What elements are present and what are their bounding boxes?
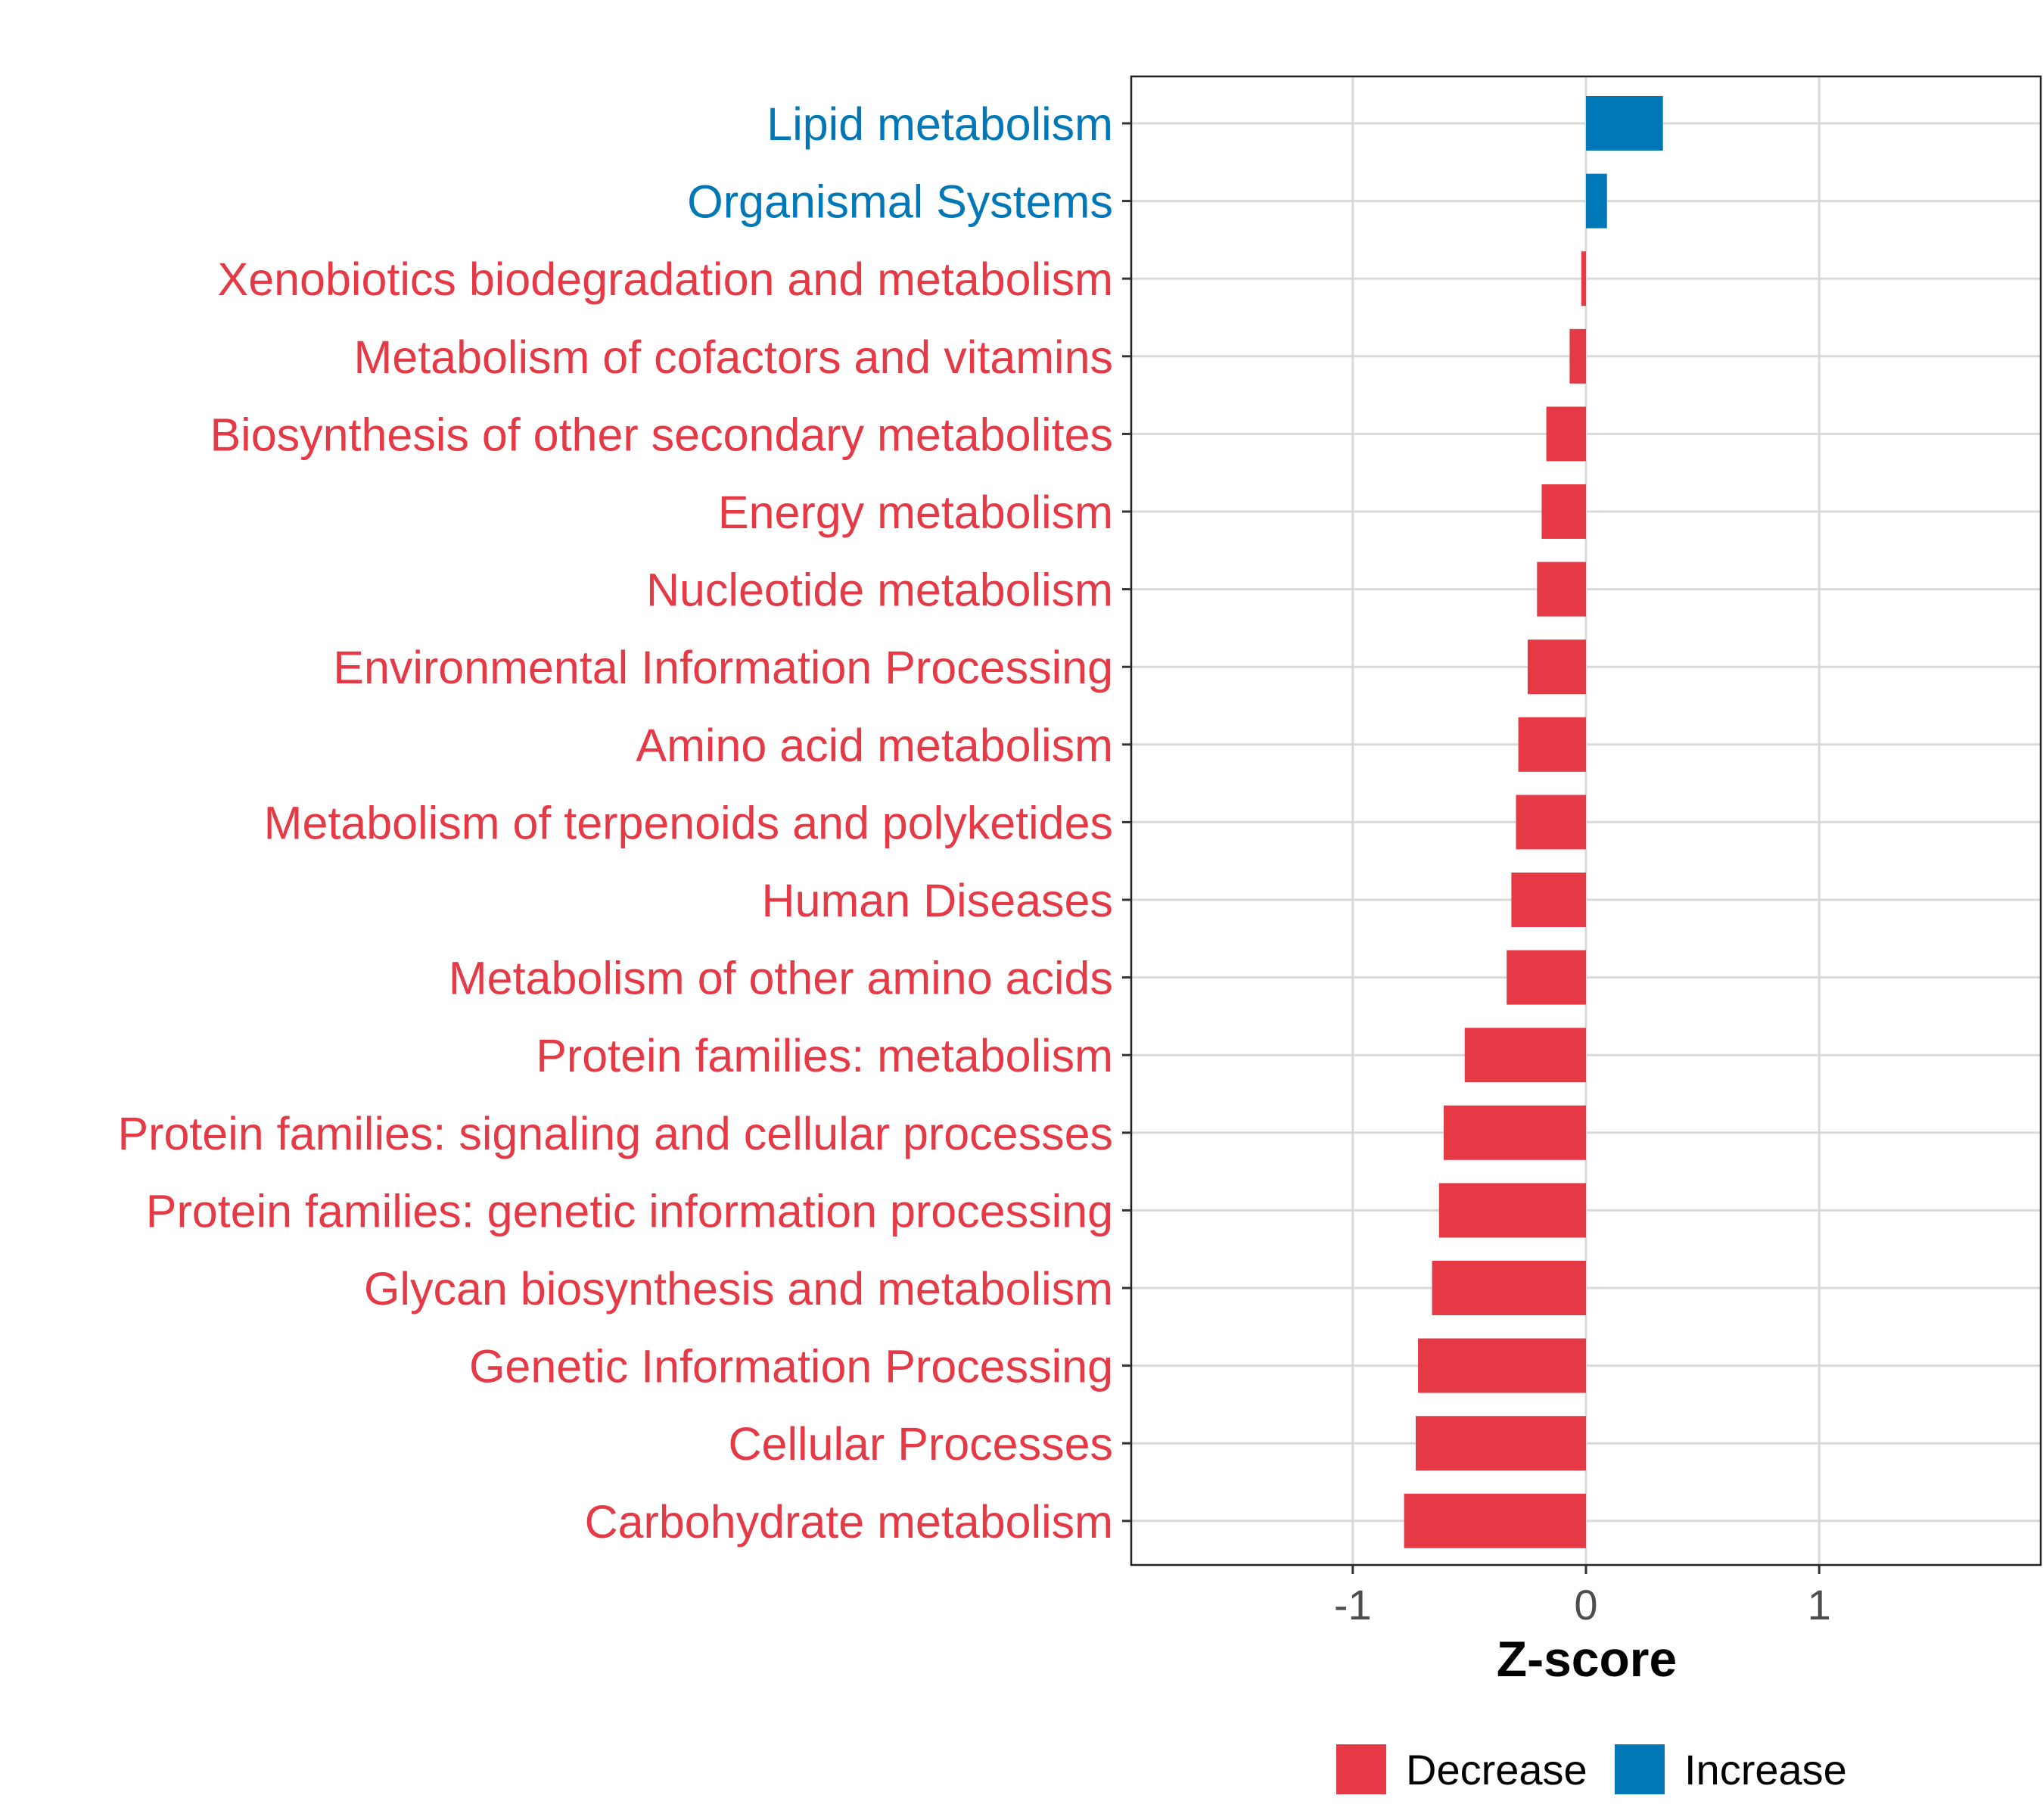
bar <box>1443 1105 1586 1160</box>
y-tick-label: Protein families: metabolism <box>536 1030 1113 1081</box>
y-tick-label: Xenobiotics biodegradation and metabolis… <box>218 254 1113 305</box>
bar <box>1432 1261 1586 1315</box>
bar <box>1507 950 1586 1005</box>
bar <box>1586 96 1663 151</box>
legend-key-increase <box>1615 1744 1665 1794</box>
x-tick-label: -1 <box>1334 1581 1372 1629</box>
y-tick-label: Lipid metabolism <box>767 98 1113 150</box>
legend-label-increase: Increase <box>1684 1746 1847 1794</box>
bar <box>1541 484 1586 539</box>
bar <box>1569 328 1586 384</box>
y-tick-label: Biosynthesis of other secondary metaboli… <box>210 409 1113 460</box>
bar <box>1418 1338 1586 1393</box>
y-tick-label: Nucleotide metabolism <box>646 565 1113 616</box>
bar <box>1527 639 1586 695</box>
bar <box>1464 1028 1586 1083</box>
y-tick-label: Glycan biosynthesis and metabolism <box>364 1263 1113 1314</box>
legend: Decrease Increase <box>1336 1744 1847 1794</box>
legend-label-decrease: Decrease <box>1406 1746 1587 1794</box>
x-axis-title: Z-score <box>1497 1631 1677 1687</box>
bar <box>1516 795 1586 850</box>
y-tick-label: Metabolism of other amino acids <box>449 953 1113 1004</box>
y-tick-label: Protein families: genetic information pr… <box>146 1185 1113 1237</box>
bar <box>1438 1183 1586 1238</box>
y-tick-label: Cellular Processes <box>728 1418 1113 1470</box>
bar <box>1404 1493 1586 1548</box>
y-tick-label: Human Diseases <box>762 875 1113 926</box>
y-tick-label: Organismal Systems <box>687 176 1113 228</box>
legend-key-decrease <box>1336 1744 1386 1794</box>
x-tick-label: 1 <box>1808 1581 1831 1629</box>
y-tick-label: Energy metabolism <box>718 487 1113 538</box>
bar <box>1518 717 1586 772</box>
y-tick-label: Protein families: signaling and cellular… <box>117 1108 1113 1159</box>
bar <box>1537 562 1586 617</box>
tick-layer <box>1122 122 1821 1574</box>
x-tick-label: 0 <box>1574 1581 1597 1629</box>
y-tick-label: Amino acid metabolism <box>636 720 1113 771</box>
label-layer: Lipid metabolism Organismal Systems Xenobi… <box>117 98 1830 1629</box>
bar-layer <box>1404 96 1663 1548</box>
y-tick-label: Metabolism of cofactors and vitamins <box>353 331 1113 383</box>
bar <box>1511 873 1586 927</box>
bar <box>1416 1416 1586 1471</box>
bar <box>1546 406 1586 462</box>
y-tick-label: Carbohydrate metabolism <box>585 1496 1113 1548</box>
y-tick-label: Metabolism of terpenoids and polyketides <box>264 797 1113 848</box>
bar <box>1586 173 1607 229</box>
y-tick-label: Genetic Information Processing <box>469 1341 1113 1392</box>
y-tick-label: Environmental Information Processing <box>333 642 1113 693</box>
bar <box>1581 251 1586 306</box>
